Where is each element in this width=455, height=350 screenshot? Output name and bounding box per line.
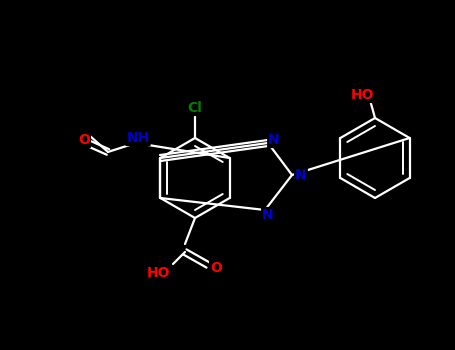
Text: N: N [262, 208, 274, 222]
Text: O: O [210, 261, 222, 275]
Text: N: N [268, 133, 280, 147]
Text: Cl: Cl [187, 101, 202, 115]
Text: HO: HO [147, 266, 171, 280]
Text: N: N [295, 168, 307, 182]
Text: NH: NH [126, 131, 150, 145]
Text: HO: HO [350, 88, 374, 102]
Text: O: O [78, 133, 90, 147]
